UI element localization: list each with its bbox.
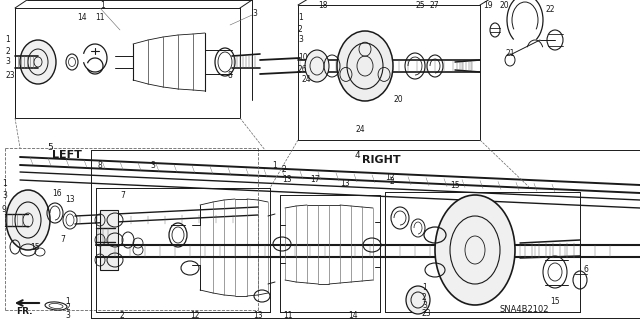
Text: FR.: FR. (16, 308, 33, 316)
Text: 15: 15 (450, 181, 460, 189)
Text: 21: 21 (506, 48, 515, 57)
Text: 19: 19 (483, 1, 493, 10)
Text: 11: 11 (283, 310, 292, 319)
Text: 9: 9 (2, 205, 7, 214)
Text: 14: 14 (348, 310, 358, 319)
Text: 2: 2 (390, 177, 395, 187)
Ellipse shape (435, 195, 515, 305)
Text: 20: 20 (393, 95, 403, 105)
Text: 3: 3 (422, 300, 427, 309)
Text: 1: 1 (5, 35, 10, 44)
Ellipse shape (20, 40, 56, 84)
Text: 3: 3 (2, 191, 7, 201)
Text: 2: 2 (65, 303, 70, 313)
Text: 3: 3 (5, 57, 10, 66)
Text: 3: 3 (65, 310, 70, 319)
Text: 3: 3 (298, 35, 303, 44)
Text: 8: 8 (228, 71, 233, 80)
Text: 13: 13 (340, 179, 349, 188)
Text: 15: 15 (550, 298, 559, 307)
Polygon shape (100, 210, 118, 270)
Text: 7: 7 (60, 235, 65, 244)
Text: 18: 18 (318, 1, 328, 10)
Text: 1: 1 (272, 160, 276, 169)
Text: 12: 12 (385, 174, 394, 182)
Text: 20: 20 (500, 1, 509, 10)
Text: 12: 12 (190, 310, 200, 319)
Text: 23: 23 (5, 71, 15, 80)
Text: 5: 5 (47, 144, 52, 152)
Text: 2: 2 (120, 310, 125, 319)
Text: 24: 24 (302, 76, 312, 85)
Text: 15: 15 (30, 243, 40, 253)
Text: 14: 14 (77, 13, 86, 23)
Text: 17: 17 (310, 175, 319, 184)
Text: 1: 1 (2, 179, 7, 188)
Text: 3: 3 (252, 10, 257, 19)
Text: 2: 2 (422, 293, 427, 301)
Text: RIGHT: RIGHT (362, 155, 401, 165)
Text: LEFT: LEFT (52, 150, 82, 160)
Text: SNA4B2102: SNA4B2102 (500, 306, 550, 315)
Text: 1: 1 (422, 284, 427, 293)
Text: 2: 2 (282, 166, 287, 174)
Text: 13: 13 (282, 175, 292, 184)
Text: 2: 2 (298, 25, 303, 33)
Text: 7: 7 (120, 190, 125, 199)
Text: 8: 8 (97, 160, 102, 169)
Text: 16: 16 (52, 189, 61, 197)
Text: 24: 24 (356, 125, 365, 135)
Text: 23: 23 (422, 308, 431, 317)
Text: 2: 2 (5, 47, 10, 56)
Text: 4: 4 (355, 151, 360, 160)
Text: 22: 22 (545, 5, 554, 14)
Ellipse shape (305, 50, 329, 82)
Ellipse shape (6, 190, 50, 250)
Text: 13: 13 (253, 310, 262, 319)
Text: 13: 13 (65, 196, 75, 204)
Text: 1: 1 (65, 296, 70, 306)
Text: 1: 1 (100, 2, 105, 11)
Text: 25: 25 (415, 1, 424, 10)
Text: 3: 3 (150, 160, 155, 169)
Text: 1: 1 (298, 13, 303, 23)
Text: 10: 10 (298, 53, 308, 62)
Ellipse shape (337, 31, 393, 101)
Text: 6: 6 (584, 265, 589, 275)
Ellipse shape (406, 286, 430, 314)
Text: 26: 26 (298, 65, 308, 75)
Text: 11: 11 (95, 13, 104, 23)
Text: 27: 27 (430, 1, 440, 10)
